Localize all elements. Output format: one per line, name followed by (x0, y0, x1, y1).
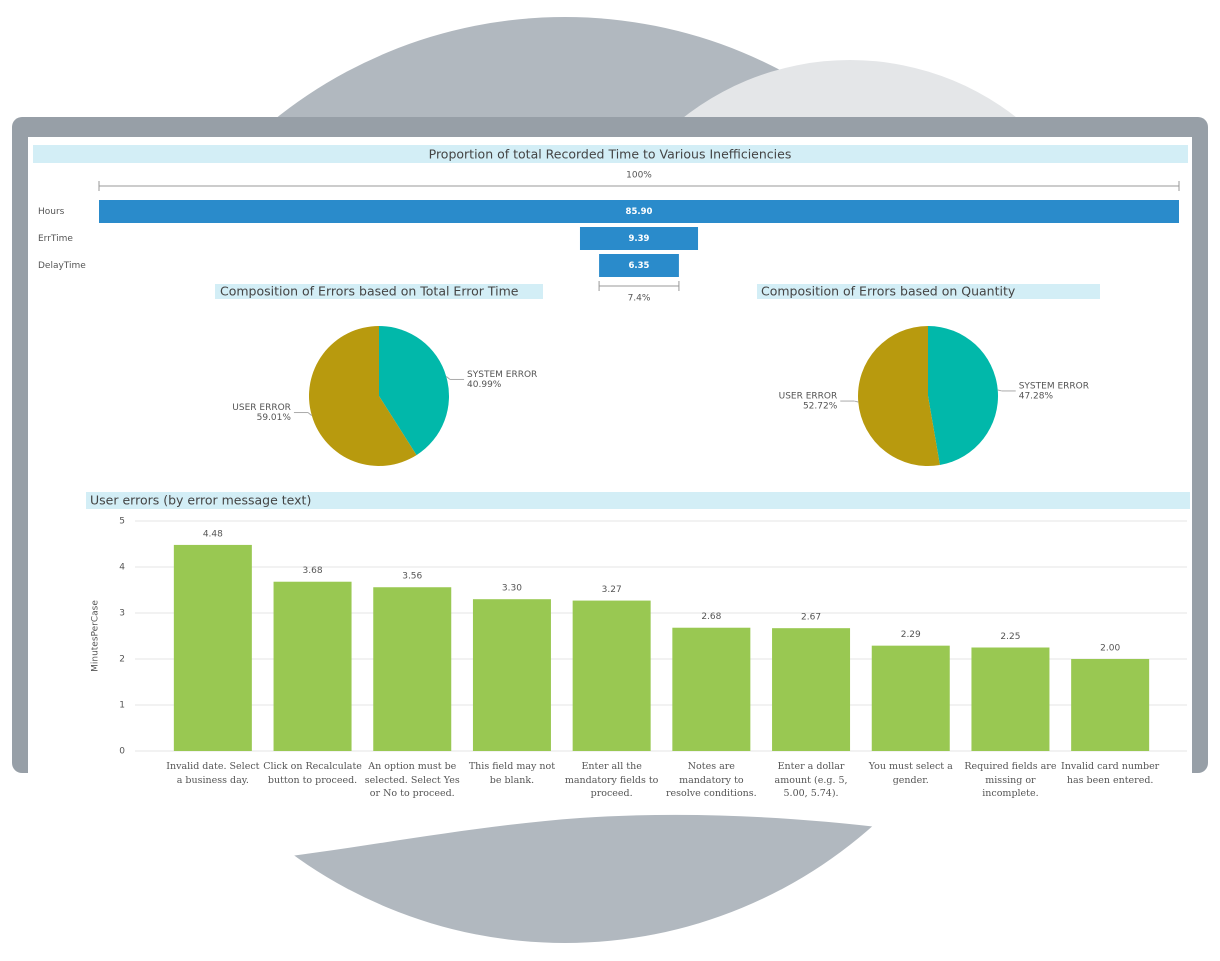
funnel-bar (599, 254, 679, 277)
x-tick-label-box: Invalid card number has been entered. (1061, 761, 1160, 786)
category-label: DelayTime (38, 261, 86, 271)
annotation: 7.4% (628, 294, 651, 304)
title-band (86, 492, 1190, 509)
category-label: ErrTime (38, 234, 73, 244)
title-band (757, 284, 1100, 299)
y-tick-label: 2 (119, 655, 125, 665)
bar (1071, 659, 1150, 751)
bar (672, 627, 751, 751)
value-label: 2.67 (801, 613, 821, 623)
x-tick-label-box: Notes are mandatory to resolve condition… (666, 761, 757, 799)
chart-title: Composition of Errors based on Quantity (761, 284, 1016, 299)
value-label: 3.27 (602, 585, 622, 595)
pie-slice (858, 326, 940, 467)
category-label: Hours (38, 207, 65, 217)
y-tick-label: 3 (119, 609, 125, 619)
y-tick-label: 1 (119, 701, 125, 711)
leader-line (854, 400, 859, 403)
value-label: 3.56 (402, 572, 422, 582)
pie-slice (309, 326, 417, 466)
bar (173, 544, 252, 751)
bar (273, 581, 352, 751)
value-label: 6.35 (629, 261, 650, 271)
value-label: 4.48 (203, 529, 223, 539)
chart-title: User errors (by error message text) (90, 493, 311, 508)
legend-label: SYSTEM ERROR (467, 370, 537, 380)
bar (772, 628, 851, 751)
x-tick-label: Notes are mandatory to resolve condition… (666, 761, 757, 799)
value-label: 2.25 (1000, 632, 1020, 642)
bar (472, 599, 551, 751)
leader-line (997, 389, 1002, 392)
funnel-bar (99, 200, 1179, 223)
bar (373, 587, 452, 751)
data-label: 59.01% (257, 413, 292, 423)
value-label: 3.68 (303, 566, 323, 576)
legend-label: USER ERROR (779, 392, 838, 402)
legend-label: USER ERROR (232, 403, 291, 413)
x-tick-label: Click on Recalculate button to proceed. (263, 761, 362, 786)
title-band (215, 284, 543, 299)
y-tick-label: 5 (119, 517, 125, 527)
x-tick-label-box: You must select a gender. (868, 761, 953, 786)
x-tick-label: An option must be selected. Select Yes o… (364, 761, 460, 799)
x-tick-label-box: This field may not be blank. (468, 761, 556, 786)
bar (971, 647, 1050, 751)
data-label: 47.28% (1019, 391, 1054, 401)
x-tick-label-box: An option must be selected. Select Yes o… (364, 761, 460, 799)
y-tick-label: 4 (119, 563, 125, 573)
value-label: 2.68 (701, 612, 721, 622)
x-tick-label: Enter a dollar amount (e.g. 5, 5.00, 5.7… (774, 761, 848, 799)
x-tick-label-box: Enter all the mandatory fields to procee… (564, 761, 659, 799)
data-label: 40.99% (467, 380, 502, 390)
x-tick-label-box: Invalid date. Select a business day. (166, 761, 260, 786)
x-tick-label: Invalid date. Select a business day. (166, 761, 260, 786)
bar (572, 600, 651, 751)
value-label: 3.30 (502, 584, 522, 594)
y-tick-label: 0 (119, 747, 125, 757)
chart-title: Composition of Errors based on Total Err… (220, 284, 519, 299)
x-tick-label: Required fields are missing or incomplet… (964, 761, 1057, 799)
y-axis-label: MinutesPerCase (91, 600, 101, 672)
leader-line (445, 376, 451, 380)
leader-line (307, 412, 313, 416)
value-label: 9.39 (629, 234, 650, 244)
value-label: 2.00 (1100, 644, 1120, 654)
annotation: 100% (626, 171, 652, 181)
x-tick-label-box: Enter a dollar amount (e.g. 5, 5.00, 5.7… (774, 761, 848, 799)
chart-title: Proportion of total Recorded Time to Var… (429, 147, 792, 162)
title-band (33, 145, 1188, 163)
pie-slice (928, 326, 999, 465)
legend-label: SYSTEM ERROR (1019, 381, 1089, 391)
pie-slice (379, 326, 449, 456)
data-label: 52.72% (803, 402, 838, 412)
x-tick-label: You must select a gender. (868, 761, 953, 786)
x-tick-label: Enter all the mandatory fields to procee… (564, 761, 659, 799)
value-label: 2.29 (901, 630, 921, 640)
funnel-bar (579, 227, 699, 250)
x-tick-label-box: Click on Recalculate button to proceed. (263, 761, 362, 786)
value-label: 85.90 (626, 207, 653, 217)
x-tick-label: This field may not be blank. (468, 761, 556, 786)
bar (871, 645, 950, 751)
x-tick-label: Invalid card number has been entered. (1061, 761, 1160, 786)
x-tick-label-box: Required fields are missing or incomplet… (964, 761, 1057, 799)
